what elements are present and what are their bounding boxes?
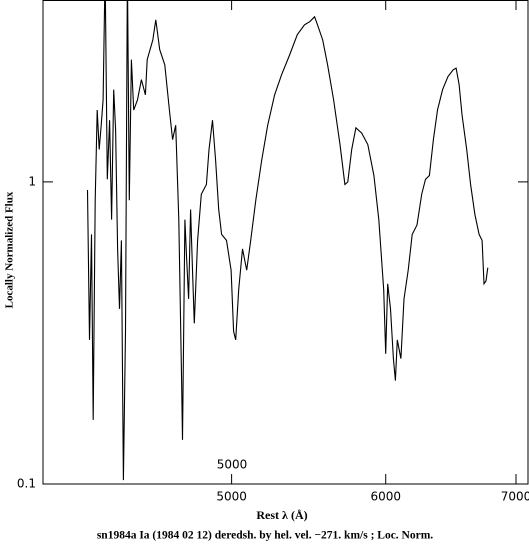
x-axis-label: Rest λ (Å) <box>256 508 307 522</box>
y-tick-label: 1 <box>28 174 36 188</box>
spectrum-line <box>86 0 489 481</box>
caption: sn1984a Ia (1984 02 12) deredsh. by hel.… <box>97 530 433 542</box>
x-tick-label: 5000 <box>216 490 247 504</box>
annotation: 5000 <box>217 458 248 472</box>
plot-frame <box>42 0 529 485</box>
y-tick-label: 0.1 <box>17 477 36 491</box>
y-axis-label: Locally Normalized Flux <box>4 191 16 308</box>
x-tick-label: 6000 <box>370 490 401 504</box>
x-tick-label: 7000 <box>501 490 529 504</box>
plot-area <box>86 0 489 481</box>
